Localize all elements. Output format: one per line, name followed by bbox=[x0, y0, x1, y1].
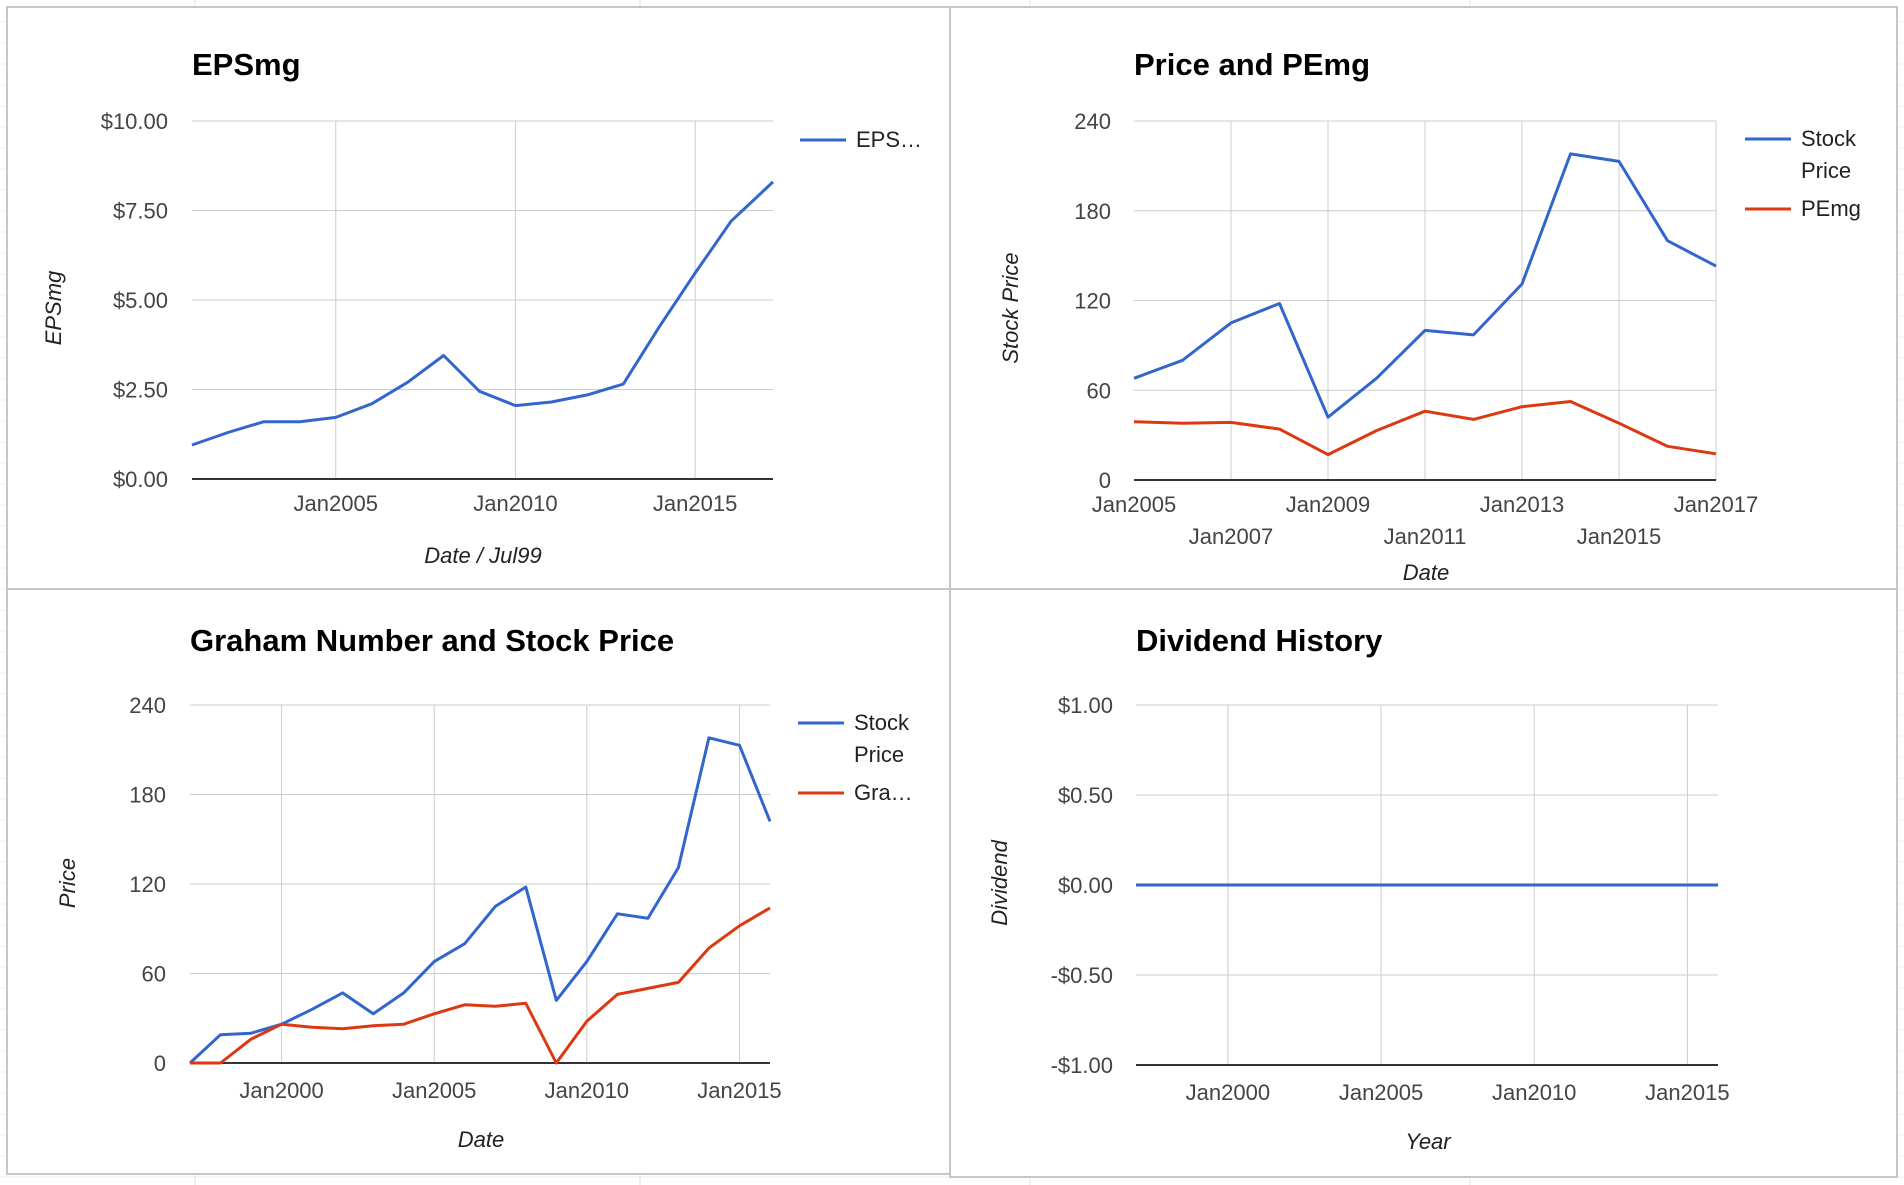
x-tick-label: Jan2000 bbox=[239, 1078, 323, 1103]
chart-panel-epsmg[interactable]: $0.00 $2.50 $5.00 $7.50 $10.00 Jan2005 Jan2010… bbox=[6, 6, 951, 590]
y-axis-title: Dividend bbox=[987, 839, 1012, 925]
x-tick-label: Jan2015 bbox=[653, 491, 737, 516]
gridlines bbox=[192, 120, 773, 479]
series-lines bbox=[188, 736, 772, 1065]
chart-title: EPSmg bbox=[192, 47, 301, 82]
x-tick-label: Jan2009 bbox=[1286, 492, 1370, 517]
legend-label: Stock bbox=[1801, 126, 1857, 151]
x-tick-label: Jan2005 bbox=[1092, 492, 1176, 517]
tick-labels: 0 60 120 180 240 Jan2000 Jan2005 Jan2010 Jan2015 bbox=[129, 693, 781, 1103]
x-tick-label: Jan2015 bbox=[1645, 1080, 1729, 1105]
tick-labels: $0.00 $2.50 $5.00 $7.50 $10.00 Jan2005 Jan2010… bbox=[101, 109, 738, 516]
legend-item-0[interactable]: Stock Price bbox=[1745, 126, 1857, 183]
y-tick-label: $5.00 bbox=[113, 288, 168, 313]
x-axis-title: Date / Jul99 bbox=[424, 543, 541, 568]
series-line-1[interactable] bbox=[1133, 400, 1717, 457]
y-tick-label: 60 bbox=[1087, 378, 1111, 403]
chart-panel-graham-number-and-stock-price[interactable]: 0 60 120 180 240 Jan2000 Jan2005 Jan2010 Jan2015… bbox=[6, 588, 951, 1175]
y-tick-label: -$0.50 bbox=[1051, 963, 1113, 988]
x-tick-label: Jan2017 bbox=[1674, 492, 1758, 517]
chart-graham-number-and-stock-price: 0 60 120 180 240 Jan2000 Jan2005 Jan2010 Jan2015… bbox=[55, 623, 913, 1152]
chart-title: Graham Number and Stock Price bbox=[190, 623, 674, 658]
gridlines bbox=[190, 704, 770, 1063]
legend-item-0[interactable]: Stock Price bbox=[798, 710, 910, 767]
gridlines bbox=[1134, 120, 1717, 480]
y-tick-label: 60 bbox=[142, 962, 166, 987]
y-tick-label: 120 bbox=[129, 872, 166, 897]
y-tick-label: $0.00 bbox=[1058, 873, 1113, 898]
tick-labels: -$1.00 -$0.50 $0.00 $0.50 $1.00 Jan2000 Jan200… bbox=[1051, 693, 1730, 1105]
y-tick-label: $0.50 bbox=[1058, 783, 1113, 808]
legend-label: Price bbox=[1801, 158, 1851, 183]
x-tick-label: Jan2007 bbox=[1189, 524, 1273, 549]
series-line-0[interactable] bbox=[1133, 152, 1717, 419]
series-line-0[interactable] bbox=[188, 736, 772, 1065]
y-axis-title: Stock Price bbox=[998, 252, 1023, 363]
legend-label: PEmg bbox=[1801, 196, 1861, 221]
x-tick-label: Jan2000 bbox=[1186, 1080, 1270, 1105]
y-tick-label: 240 bbox=[129, 693, 166, 718]
x-tick-label: Jan2010 bbox=[473, 491, 557, 516]
x-tick-label: Jan2010 bbox=[545, 1078, 629, 1103]
x-tick-label: Jan2005 bbox=[294, 491, 378, 516]
y-tick-label: $0.00 bbox=[113, 467, 168, 492]
y-tick-label: $1.00 bbox=[1058, 693, 1113, 718]
x-tick-label: Jan2005 bbox=[392, 1078, 476, 1103]
chart-panel-dividend-history[interactable]: -$1.00 -$0.50 $0.00 $0.50 $1.00 Jan2000 Jan200… bbox=[949, 588, 1898, 1178]
x-tick-label: Jan2013 bbox=[1480, 492, 1564, 517]
y-tick-label: 240 bbox=[1074, 109, 1111, 134]
y-axis-title: Price bbox=[55, 858, 80, 908]
y-tick-label: 0 bbox=[1099, 468, 1111, 493]
chart-title: Price and PEmg bbox=[1134, 47, 1370, 82]
chart-price-and-pemg: 0 60 120 180 240 Jan2005 Jan2007 Jan2009 Jan2011… bbox=[998, 47, 1861, 585]
y-tick-label: -$1.00 bbox=[1051, 1053, 1113, 1078]
series-lines bbox=[191, 180, 775, 447]
legend-label: Gra… bbox=[854, 780, 913, 805]
tick-labels: 0 60 120 180 240 Jan2005 Jan2007 Jan2009 Jan2011… bbox=[1074, 109, 1758, 549]
series-line-0[interactable] bbox=[191, 180, 775, 447]
y-axis-title: EPSmg bbox=[41, 270, 66, 345]
x-axis-title: Year bbox=[1405, 1129, 1452, 1154]
x-axis-title: Date bbox=[458, 1127, 504, 1152]
x-tick-label: Jan2010 bbox=[1492, 1080, 1576, 1105]
y-tick-label: 180 bbox=[129, 783, 166, 808]
chart-title: Dividend History bbox=[1136, 623, 1383, 658]
legend-item-1[interactable]: Gra… bbox=[798, 780, 913, 805]
legend-label: Stock bbox=[854, 710, 910, 735]
x-tick-label: Jan2005 bbox=[1339, 1080, 1423, 1105]
y-tick-label: $10.00 bbox=[101, 109, 168, 134]
series-lines bbox=[1133, 152, 1717, 457]
y-tick-label: $7.50 bbox=[113, 199, 168, 224]
legend-item-1[interactable]: PEmg bbox=[1745, 196, 1861, 221]
legend-label: Price bbox=[854, 742, 904, 767]
x-axis-title: Date bbox=[1403, 560, 1449, 585]
x-tick-label: Jan2015 bbox=[1577, 524, 1661, 549]
legend-item-0[interactable]: EPS… bbox=[800, 127, 922, 152]
legend[interactable]: EPS… bbox=[800, 127, 922, 152]
x-tick-label: Jan2011 bbox=[1384, 524, 1467, 549]
legend[interactable]: Stock Price Gra… bbox=[798, 710, 913, 805]
legend[interactable]: Stock Price PEmg bbox=[1745, 126, 1861, 221]
x-tick-label: Jan2015 bbox=[697, 1078, 781, 1103]
series-line-1[interactable] bbox=[190, 906, 771, 1065]
y-tick-label: $2.50 bbox=[113, 378, 168, 403]
chart-epsmg: $0.00 $2.50 $5.00 $7.50 $10.00 Jan2005 Jan2010… bbox=[41, 47, 922, 568]
y-tick-label: 0 bbox=[154, 1051, 166, 1076]
y-tick-label: 180 bbox=[1074, 199, 1111, 224]
y-tick-label: 120 bbox=[1074, 289, 1111, 314]
chart-dividend-history: -$1.00 -$0.50 $0.00 $0.50 $1.00 Jan2000 Jan200… bbox=[987, 623, 1730, 1154]
legend-label: EPS… bbox=[856, 127, 922, 152]
chart-panel-price-and-pemg[interactable]: 0 60 120 180 240 Jan2005 Jan2007 Jan2009 Jan2011… bbox=[949, 6, 1898, 590]
